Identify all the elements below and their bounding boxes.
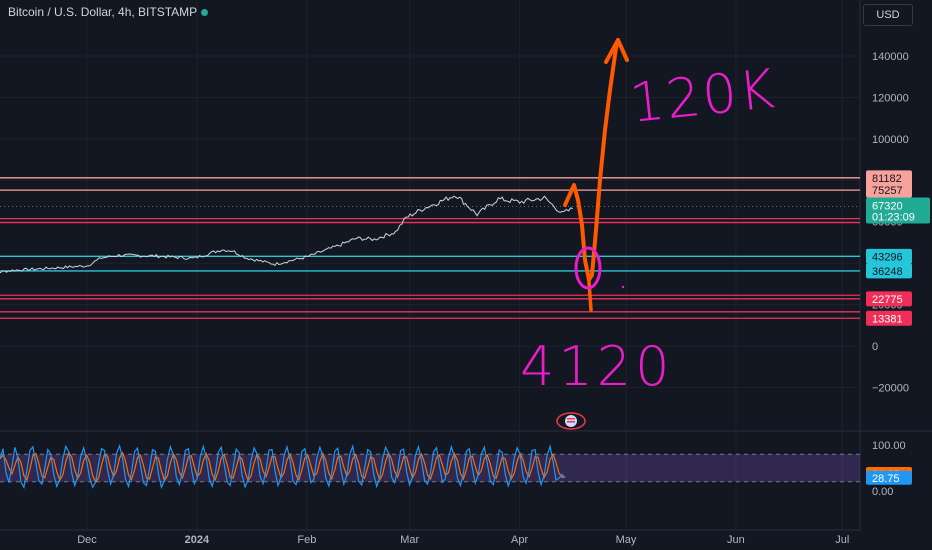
x-tick-label: Jul	[835, 534, 849, 546]
magenta-circle-annotation	[574, 246, 602, 290]
stoch-y-tick-label: 0.00	[872, 486, 893, 498]
countdown-tag: 01:23:09	[872, 212, 915, 224]
x-tick-label: May	[616, 534, 637, 546]
stoch-k-tag: 28.75	[872, 473, 900, 485]
level-price-tag-bg	[866, 170, 912, 186]
level-price-tag: 75257	[872, 185, 903, 197]
current-price-tag-bg	[866, 197, 930, 224]
level-price-tag-bg	[866, 263, 912, 279]
annotation-upper-text: 120K	[627, 57, 779, 135]
current-price-tag: 67320	[872, 201, 903, 213]
stoch-band	[0, 454, 860, 482]
symbol-title: Bitcoin / U.S. Dollar, 4h, BITSTAMP	[8, 5, 209, 19]
magenta-dot-annotation	[621, 285, 625, 289]
x-tick-label: Jun	[727, 534, 745, 546]
level-price-tag: 13381	[872, 313, 903, 325]
event-flag-stripe	[567, 418, 575, 420]
event-icon-ring[interactable]	[556, 412, 586, 430]
level-price-tag: 43296	[872, 251, 903, 263]
x-tick-label: Mar	[400, 534, 419, 546]
orange-arrowhead	[604, 38, 629, 64]
x-tick-label: Feb	[297, 534, 316, 546]
annotation-lower-text: 4120	[520, 335, 673, 398]
y-tick-label: 0	[872, 341, 878, 353]
orange-arrow-annotation	[563, 38, 620, 282]
level-price-tag: 22775	[872, 294, 903, 306]
stoch-y-tick-label: 100.00	[872, 440, 906, 452]
y-tick-label: 140000	[872, 51, 909, 63]
currency-button[interactable]: USD	[863, 4, 913, 26]
x-tick-label: Apr	[511, 534, 528, 546]
level-price-tag-bg	[866, 182, 912, 198]
symbol-title-text: Bitcoin / U.S. Dollar, 4h, BITSTAMP	[8, 5, 198, 19]
y-tick-label: −20000	[872, 382, 909, 394]
event-flag-stripe	[567, 421, 575, 423]
market-status-dot	[201, 9, 209, 17]
x-tick-label: 2024	[185, 534, 210, 546]
level-price-tag-bg	[866, 248, 912, 264]
currency-label: USD	[876, 9, 900, 21]
x-tick-label: Dec	[77, 534, 97, 546]
level-price-tag: 36248	[872, 266, 903, 278]
level-price-tag-bg	[866, 291, 912, 307]
stoch-k-line	[0, 443, 566, 490]
y-tick-label: 120000	[872, 92, 909, 104]
price-series	[0, 195, 573, 274]
level-price-tag: 81182	[872, 173, 902, 185]
y-tick-label: 100000	[872, 134, 909, 146]
level-price-tag-bg	[866, 310, 912, 326]
stoch-k-tag-bg	[866, 470, 912, 485]
